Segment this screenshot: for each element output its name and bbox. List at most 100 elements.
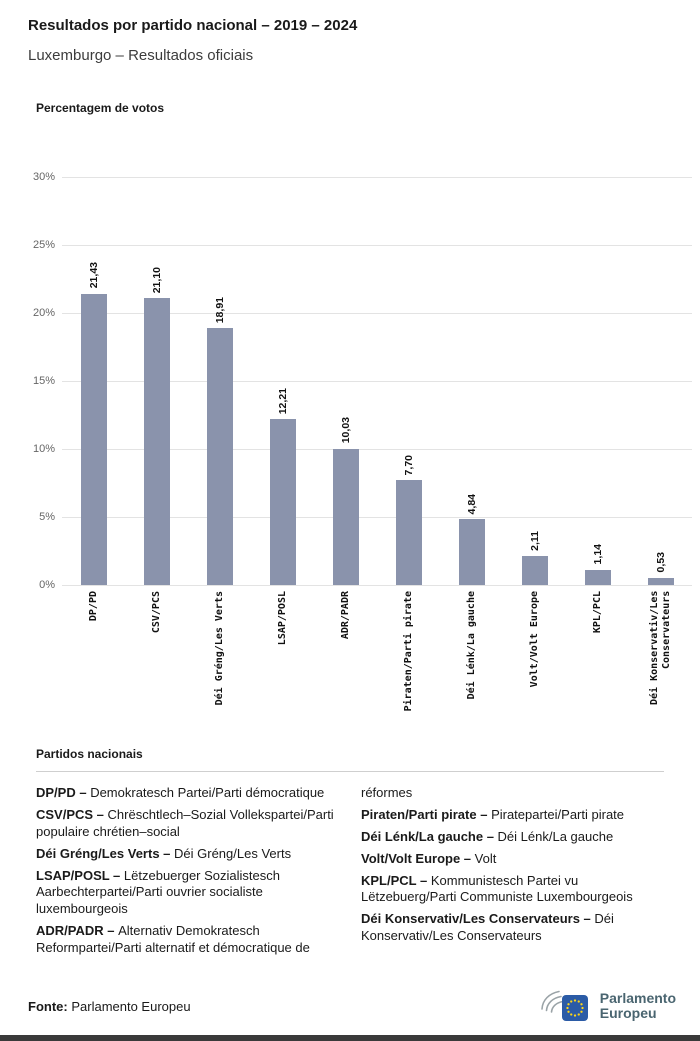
y-axis-tick-label: 30% — [32, 171, 55, 183]
x-axis-label-slot: LSAP/POSL — [251, 591, 314, 739]
x-axis-label-slot: Déi Lénk/La gauche — [440, 591, 503, 739]
bars-container: 21,43 21,10 18,91 12,21 10,03 7,70 4,84 2,11 1,1… — [62, 177, 692, 585]
source-label: Fonte: — [28, 998, 68, 1014]
gridline — [62, 312, 692, 314]
bar-value-label: 2,11 — [528, 531, 541, 552]
bar-0 — [80, 293, 107, 585]
bar-value-label: 0,53 — [654, 552, 667, 573]
chart-title: Percentagem de votos — [36, 101, 165, 115]
x-axis-category-label: DP/PD — [87, 591, 99, 622]
european-parliament-logo: Parlamento Europeu — [540, 987, 676, 1025]
legend-item: ADR/PADR – Alternativ Demokratesch Refor… — [36, 923, 310, 956]
legend-item: LSAP/POSL – Lëtzebuerger Sozialistesch A… — [36, 867, 280, 917]
bar-slot: 0,53 — [629, 177, 692, 585]
report-header: Resultados por partido nacional – 2019 –… — [0, 0, 700, 64]
bar-6 — [458, 519, 485, 585]
x-axis-label-slot: CSV/PCS — [125, 591, 188, 739]
gridline — [62, 585, 692, 586]
bar-chart-plot-area: 21,43 21,10 18,91 12,21 10,03 7,70 4,84 2,11 1,1… — [33, 171, 692, 591]
gridline — [62, 381, 692, 382]
bar-slot: 18,91 — [188, 177, 251, 585]
bar-slot: 21,10 — [125, 177, 188, 585]
gridline — [62, 244, 692, 246]
page-subtitle: Luxemburgo – Resultados oficiais — [28, 47, 254, 64]
bar-5 — [395, 480, 422, 585]
bar-slot: 1,14 — [566, 177, 629, 585]
legend-item: DP/PD – Demokratesch Partei/Parti démocr… — [36, 785, 325, 800]
bar-8 — [584, 569, 611, 585]
x-axis-label-slot: ADR/PADR — [314, 591, 377, 739]
x-axis-label-slot: Déi Konservativ/Les Conservateurs — [629, 591, 692, 739]
legend-item: CSV/PCS – Chrëschtlech–Sozial Vollekspar… — [36, 806, 334, 839]
legend-column-right: réformes Piraten/Parti pirate – Piratepar… — [361, 785, 664, 962]
x-axis-label-slot: Déi Gréng/Les Verts — [188, 591, 251, 739]
x-axis-category-label: ADR/PADR — [339, 591, 351, 640]
bar-value-label: 4,84 — [465, 493, 478, 515]
page-title: Resultados por partido nacional – 2019 –… — [28, 17, 358, 34]
legend-columns: DP/PD – Demokratesch Partei/Parti démocr… — [36, 785, 664, 962]
gridline — [62, 517, 692, 518]
x-axis-category-label: Volt/Volt Europe — [528, 591, 540, 688]
x-axis-label-slot: KPL/PCL — [566, 591, 629, 739]
x-axis-category-label: KPL/PCL — [591, 591, 603, 634]
legend-heading: Partidos nacionais — [36, 747, 664, 772]
legend-item: Déi Konservativ/Les Conservateurs – Déi … — [361, 911, 614, 944]
bar-3 — [269, 418, 296, 585]
y-axis-tick-label: 5% — [39, 511, 55, 523]
x-axis-category-label: Déi Lénk/La gauche — [465, 591, 477, 700]
bar-slot: 10,03 — [314, 177, 377, 585]
bar-1 — [143, 298, 170, 585]
bar-value-label: 7,70 — [402, 454, 415, 476]
bar-value-label: 21,10 — [150, 266, 163, 294]
bar-value-label: 10,03 — [339, 417, 352, 444]
legend-item: Piraten/Parti pirate – Piratepartei/Part… — [361, 806, 625, 822]
bar-4 — [332, 448, 359, 585]
x-axis-label-slot: DP/PD — [62, 591, 125, 739]
hemicycle-swoosh — [540, 990, 564, 1013]
gridline — [62, 448, 692, 450]
source-note: Fonte: Parlamento Europeu — [28, 999, 191, 1014]
bottom-border-bar — [0, 1035, 700, 1041]
x-axis-label-slot: Piraten/Parti pirate — [377, 591, 440, 739]
bar-value-label: 12,21 — [276, 387, 289, 414]
bar-7 — [521, 556, 548, 585]
x-axis-category-label: Déi Konservativ/Les Conservateurs — [648, 591, 672, 706]
legend-item: Volt/Volt Europe – Volt — [361, 850, 497, 866]
bar-slot: 12,21 — [251, 177, 314, 585]
bar-2 — [206, 327, 233, 585]
x-axis-labels: DP/PD CSV/PCS Déi Gréng/Les Verts LSAP/POSL… — [62, 591, 692, 739]
eu-parliament-flag-icon — [540, 990, 588, 1021]
logo-wordmark-line2: Europeu — [599, 1005, 657, 1021]
y-axis-tick-label: 0% — [39, 579, 55, 591]
bar-slot: 2,11 — [503, 177, 566, 585]
bar-slot: 4,84 — [440, 177, 503, 585]
logo-wordmark: Parlamento Europeu — [600, 991, 676, 1021]
x-axis-category-label: CSV/PCS — [150, 591, 162, 634]
gridline — [62, 177, 692, 178]
footer: Fonte: Parlamento Europeu — [28, 987, 676, 1025]
y-axis-tick-label: 10% — [32, 442, 55, 455]
legend-item: Déi Lénk/La gauche – Déi Lénk/La gauche — [361, 828, 614, 844]
y-axis-tick-label: 15% — [32, 375, 55, 387]
bar-slot: 21,43 — [62, 177, 125, 585]
x-axis-label-slot: Volt/Volt Europe — [503, 591, 566, 739]
eu-flag-stars — [566, 999, 584, 1017]
legend-item: réformes — [361, 785, 413, 800]
bar-value-label: 21,43 — [87, 262, 100, 289]
eu-flag-square — [561, 995, 588, 1021]
legend-item: Déi Gréng/Les Verts – Déi Gréng/Les Vert… — [36, 845, 292, 861]
legend-item: KPL/PCL – Kommunistesch Partei vu Lëtzeb… — [361, 872, 633, 905]
bar-9 — [647, 577, 674, 585]
logo-wordmark-line1: Parlamento — [599, 990, 676, 1006]
x-axis-category-label: LSAP/POSL — [276, 591, 288, 646]
legend-column-left: DP/PD – Demokratesch Partei/Parti démocr… — [36, 785, 339, 962]
x-axis-category-label: Déi Gréng/Les Verts — [213, 591, 225, 706]
y-axis-tick-label: 25% — [32, 238, 55, 251]
y-axis-tick-label: 20% — [32, 306, 55, 319]
source-text: Parlamento Europeu — [71, 998, 191, 1014]
bar-slot: 7,70 — [377, 177, 440, 585]
bar-value-label: 18,91 — [213, 296, 226, 323]
party-legend-section: Partidos nacionais DP/PD – Demokratesch … — [36, 747, 664, 962]
bar-value-label: 1,14 — [591, 544, 604, 565]
x-axis-category-label: Piraten/Parti pirate — [402, 591, 414, 712]
